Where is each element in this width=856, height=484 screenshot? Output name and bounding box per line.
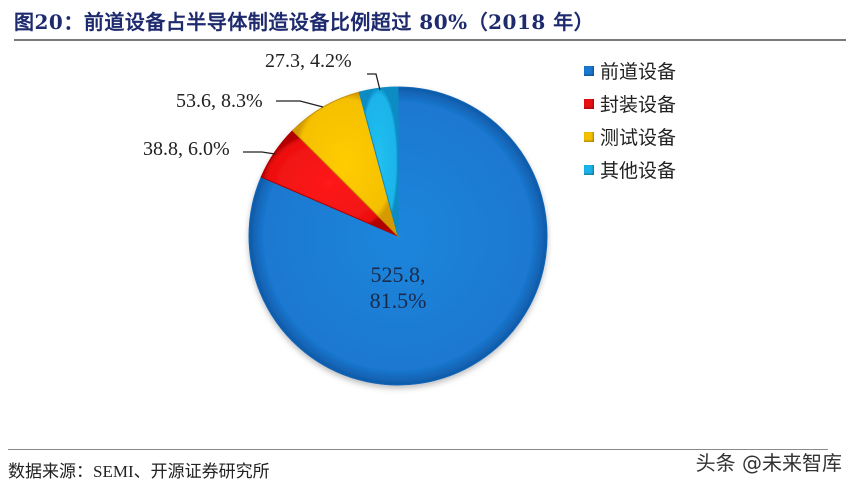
slice-other xyxy=(358,86,399,237)
legend-item-testing: 测试设备 xyxy=(584,120,676,153)
legend-swatch-icon xyxy=(584,131,594,142)
legend-swatch-icon xyxy=(584,164,594,175)
title-divider xyxy=(14,39,846,41)
leader-line-testing xyxy=(276,100,324,108)
legend-label: 前道设备 xyxy=(600,61,677,83)
legend-label: 测试设备 xyxy=(600,127,677,149)
leader-line-other xyxy=(367,73,381,91)
footer-divider xyxy=(8,449,828,450)
chart-legend: 前道设备 封装设备 测试设备 其他设备 xyxy=(584,54,676,186)
legend-label: 其他设备 xyxy=(600,160,677,182)
legend-label: 封装设备 xyxy=(600,94,677,116)
watermark: 头条 @未来智库 xyxy=(695,451,842,475)
legend-swatch-icon xyxy=(584,98,594,109)
label-packaging: 38.8, 6.0% xyxy=(143,138,230,160)
source-note: 数据来源：SEMI、开源证券研究所 xyxy=(8,462,270,481)
label-front-end-pct: 81.5% xyxy=(370,288,427,313)
legend-item-other: 其他设备 xyxy=(584,153,676,186)
legend-item-packaging: 封装设备 xyxy=(584,87,676,120)
chart-title: 图20：前道设备占半导体制造设备比例超过 80%（2018 年） xyxy=(14,10,595,34)
legend-swatch-icon xyxy=(584,65,594,76)
label-other: 27.3, 4.2% xyxy=(265,50,352,72)
label-testing: 53.6, 8.3% xyxy=(176,90,263,112)
label-front-end-value: 525.8, xyxy=(371,262,426,287)
legend-item-front-end: 前道设备 xyxy=(584,54,676,87)
leader-line-packaging xyxy=(243,151,276,155)
